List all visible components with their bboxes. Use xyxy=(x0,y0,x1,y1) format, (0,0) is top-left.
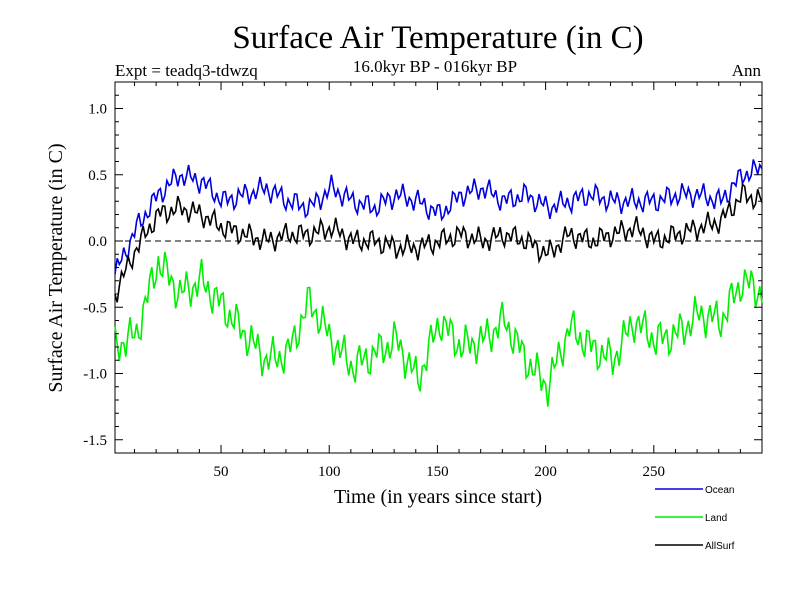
season-label: Ann xyxy=(732,61,762,80)
chart-title: Surface Air Temperature (in C) xyxy=(232,20,643,56)
y-tick-label: -0.5 xyxy=(83,300,107,316)
legend-label-ocean: Ocean xyxy=(705,485,734,496)
y-tick-label: -1.0 xyxy=(83,367,107,383)
x-axis-label: Time (in years since start) xyxy=(334,486,542,508)
series-line-ocean xyxy=(114,159,763,275)
series-line-allsurf xyxy=(114,182,763,303)
series-line-land xyxy=(114,251,763,407)
legend-label-land: Land xyxy=(705,513,727,524)
legend-label-allsurf: AllSurf xyxy=(705,541,735,552)
experiment-label: Expt = teadq3-tdwzq xyxy=(115,61,258,80)
x-tick-label: 50 xyxy=(214,464,229,480)
chart-subtitle: 16.0kyr BP - 016kyr BP xyxy=(353,57,517,76)
x-tick-label: 150 xyxy=(426,464,449,480)
x-tick-label: 250 xyxy=(643,464,666,480)
y-tick-label: 1.0 xyxy=(88,102,107,118)
y-tick-label: -1.5 xyxy=(83,433,107,449)
y-tick-label: 0.0 xyxy=(88,234,107,250)
plot-area xyxy=(114,159,763,407)
axes: 50 100 150 200 250 -1.5 -1.0 -0.5 0.0 0.5 1.0 xyxy=(83,82,762,480)
x-tick-label: 200 xyxy=(534,464,557,480)
plot-frame xyxy=(114,81,763,454)
y-axis-label: Surface Air Temperature (in C) xyxy=(45,143,67,392)
x-tick-label: 100 xyxy=(318,464,341,480)
y-tick-label: 0.5 xyxy=(88,168,107,184)
legend: Ocean Land AllSurf xyxy=(655,485,735,552)
